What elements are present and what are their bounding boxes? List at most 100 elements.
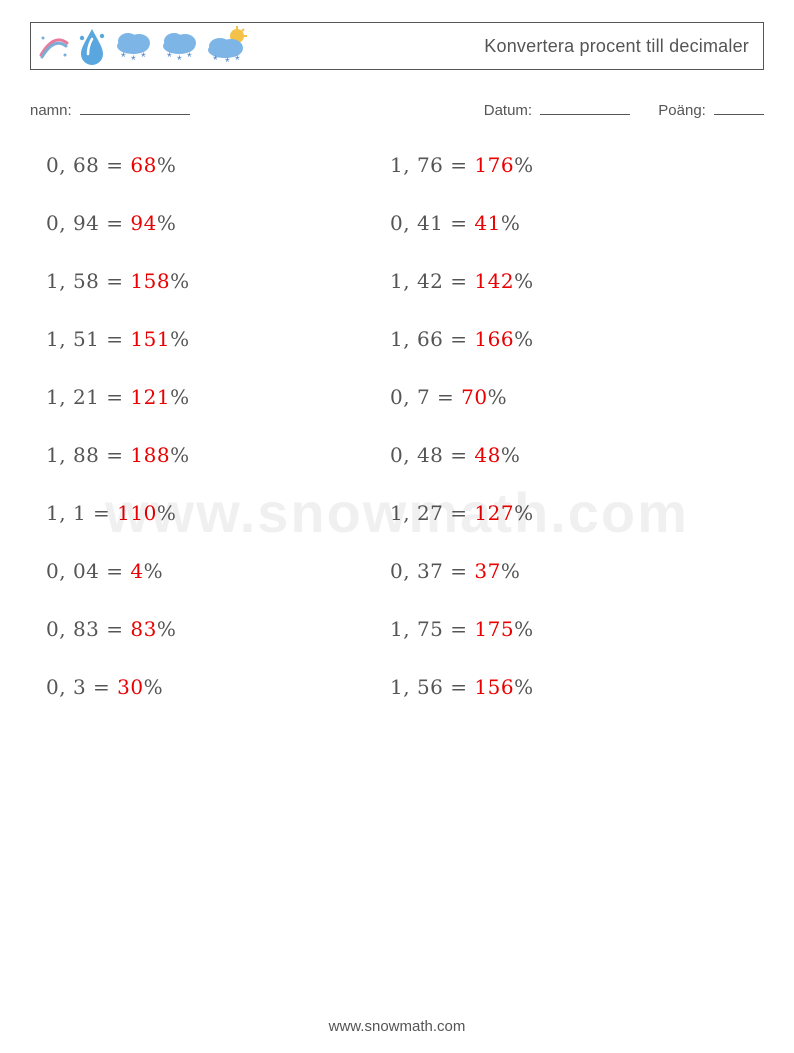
name-blank[interactable] [80,100,190,115]
problem-answer: 158 [130,269,170,293]
percent-sign: % [170,385,190,409]
svg-text:*: * [235,53,240,66]
problem-decimal: 1, 56 = [390,675,474,699]
date-label: Datum: [484,102,532,119]
raindrop-icon [77,26,107,66]
svg-text:*: * [177,53,182,66]
problem-answer: 156 [474,675,514,699]
problem-item: 0, 68 = 68% [46,153,380,177]
svg-text:*: * [131,53,136,66]
percent-sign: % [514,327,534,351]
problem-item: 0, 83 = 83% [46,617,380,641]
problem-decimal: 0, 3 = [46,675,117,699]
percent-sign: % [157,211,177,235]
problem-answer: 188 [130,443,170,467]
problem-item: 0, 7 = 70% [390,385,724,409]
problem-decimal: 0, 83 = [46,617,130,641]
svg-text:*: * [225,55,230,66]
percent-sign: % [170,269,190,293]
problem-item: 1, 56 = 156% [390,675,724,699]
percent-sign: % [501,559,521,583]
date-blank[interactable] [540,100,630,115]
problem-item: 0, 04 = 4% [46,559,380,583]
svg-text:*: * [167,50,172,64]
score-field: Poäng: [658,100,764,119]
problem-answer: 151 [130,327,170,351]
header-icons: * * * * * * [37,26,249,66]
problem-item: 0, 48 = 48% [390,443,724,467]
percent-sign: % [144,675,164,699]
problem-decimal: 1, 1 = [46,501,117,525]
percent-sign: % [144,559,164,583]
problem-decimal: 1, 58 = [46,269,130,293]
score-label: Poäng: [658,102,706,119]
snow-cloud-icon: * * * [113,26,153,66]
problem-item: 0, 94 = 94% [46,211,380,235]
percent-sign: % [488,385,508,409]
problem-decimal: 1, 75 = [390,617,474,641]
problem-item: 1, 27 = 127% [390,501,724,525]
problem-decimal: 1, 66 = [390,327,474,351]
problem-decimal: 0, 68 = [46,153,130,177]
problem-decimal: 0, 7 = [390,385,461,409]
problem-item: 1, 66 = 166% [390,327,724,351]
percent-sign: % [157,153,177,177]
problem-item: 0, 37 = 37% [390,559,724,583]
problem-answer: 142 [474,269,514,293]
percent-sign: % [157,501,177,525]
problem-decimal: 0, 37 = [390,559,474,583]
svg-text:*: * [213,53,218,66]
percent-sign: % [501,211,521,235]
header-box: * * * * * * [30,22,764,70]
problem-answer: 166 [474,327,514,351]
problem-decimal: 1, 27 = [390,501,474,525]
problem-answer: 110 [117,501,157,525]
name-field: namn: [30,100,190,119]
score-blank[interactable] [714,100,764,115]
problem-item: 1, 58 = 158% [46,269,380,293]
svg-text:*: * [141,50,146,64]
snow-cloud-icon: * * * [159,26,199,66]
svg-text:*: * [121,50,126,64]
problem-decimal: 1, 88 = [46,443,130,467]
problem-decimal: 1, 21 = [46,385,130,409]
problem-decimal: 1, 42 = [390,269,474,293]
info-row: namn: Datum: Poäng: [30,100,764,119]
percent-sign: % [514,153,534,177]
problem-item: 1, 1 = 110% [46,501,380,525]
percent-sign: % [514,501,534,525]
problem-answer: 70 [461,385,487,409]
problem-item: 1, 75 = 175% [390,617,724,641]
problem-answer: 41 [474,211,500,235]
worksheet-title: Konvertera procent till decimaler [484,36,749,57]
problem-answer: 127 [474,501,514,525]
problem-decimal: 0, 94 = [46,211,130,235]
percent-sign: % [514,675,534,699]
problem-answer: 83 [130,617,156,641]
percent-sign: % [501,443,521,467]
percent-sign: % [514,617,534,641]
problem-item: 1, 21 = 121% [46,385,380,409]
svg-text:*: * [187,50,192,64]
problems-grid: 0, 68 = 68%1, 76 = 176%0, 94 = 94%0, 41 … [30,153,764,699]
problem-item: 1, 76 = 176% [390,153,724,177]
percent-sign: % [157,617,177,641]
problem-decimal: 0, 48 = [390,443,474,467]
problem-item: 1, 42 = 142% [390,269,724,293]
problem-answer: 68 [130,153,156,177]
problem-item: 0, 3 = 30% [46,675,380,699]
problem-answer: 94 [130,211,156,235]
problem-answer: 121 [130,385,170,409]
percent-sign: % [170,443,190,467]
rainbow-icon [37,29,71,63]
problem-answer: 4 [130,559,143,583]
problem-answer: 48 [474,443,500,467]
sun-cloud-icon: * * * [205,26,249,66]
problem-decimal: 1, 76 = [390,153,474,177]
problem-answer: 37 [474,559,500,583]
problem-answer: 30 [117,675,143,699]
problem-item: 1, 51 = 151% [46,327,380,351]
problem-item: 0, 41 = 41% [390,211,724,235]
footer-link: www.snowmath.com [0,1018,794,1035]
problem-decimal: 0, 04 = [46,559,130,583]
